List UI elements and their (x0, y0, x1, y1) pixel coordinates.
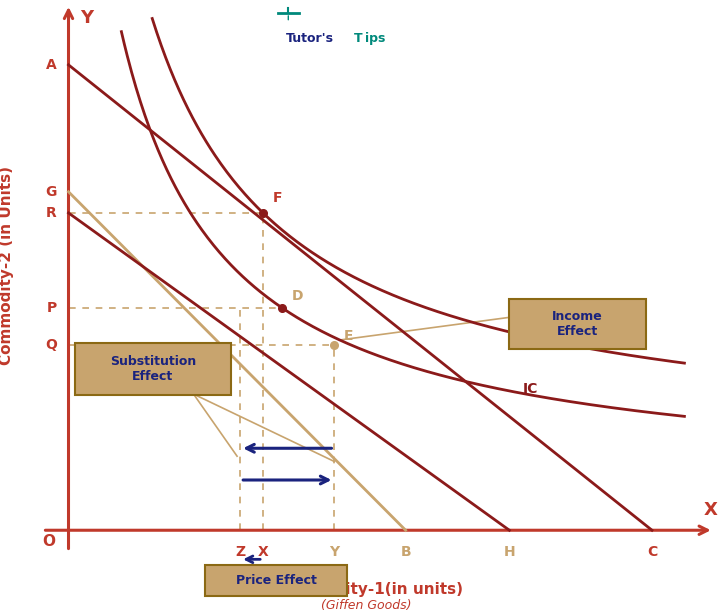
Text: H: H (503, 545, 516, 559)
Text: Tutor's: Tutor's (286, 32, 333, 45)
Text: R: R (46, 206, 57, 220)
Text: G: G (45, 185, 57, 199)
Text: ips: ips (365, 32, 385, 45)
Text: (Giffen Goods): (Giffen Goods) (322, 599, 412, 612)
FancyBboxPatch shape (204, 565, 347, 596)
FancyBboxPatch shape (75, 343, 230, 395)
Text: Q: Q (45, 338, 57, 352)
Text: X: X (258, 545, 269, 559)
Text: F: F (273, 191, 282, 205)
Text: C: C (647, 545, 657, 559)
Text: D: D (292, 289, 304, 303)
Text: Z: Z (235, 545, 246, 559)
Text: Commodity-2 (in Units): Commodity-2 (in Units) (0, 166, 14, 365)
Text: Y: Y (80, 9, 94, 28)
Text: P: P (47, 301, 57, 315)
Text: X: X (703, 501, 717, 519)
Text: B: B (400, 545, 411, 559)
Text: Substitution
Effect: Substitution Effect (109, 355, 196, 383)
Text: Price Effect: Price Effect (235, 574, 316, 587)
Text: Income
Effect: Income Effect (552, 310, 603, 338)
Text: A: A (46, 58, 57, 72)
FancyBboxPatch shape (509, 299, 646, 349)
Text: T: T (354, 32, 362, 45)
Text: Y: Y (329, 545, 339, 559)
Text: Commodity-1(in units): Commodity-1(in units) (271, 582, 463, 597)
Text: IC: IC (522, 382, 538, 396)
Text: O: O (42, 535, 55, 549)
Text: E: E (344, 329, 354, 343)
Text: IC₁: IC₁ (535, 318, 557, 332)
